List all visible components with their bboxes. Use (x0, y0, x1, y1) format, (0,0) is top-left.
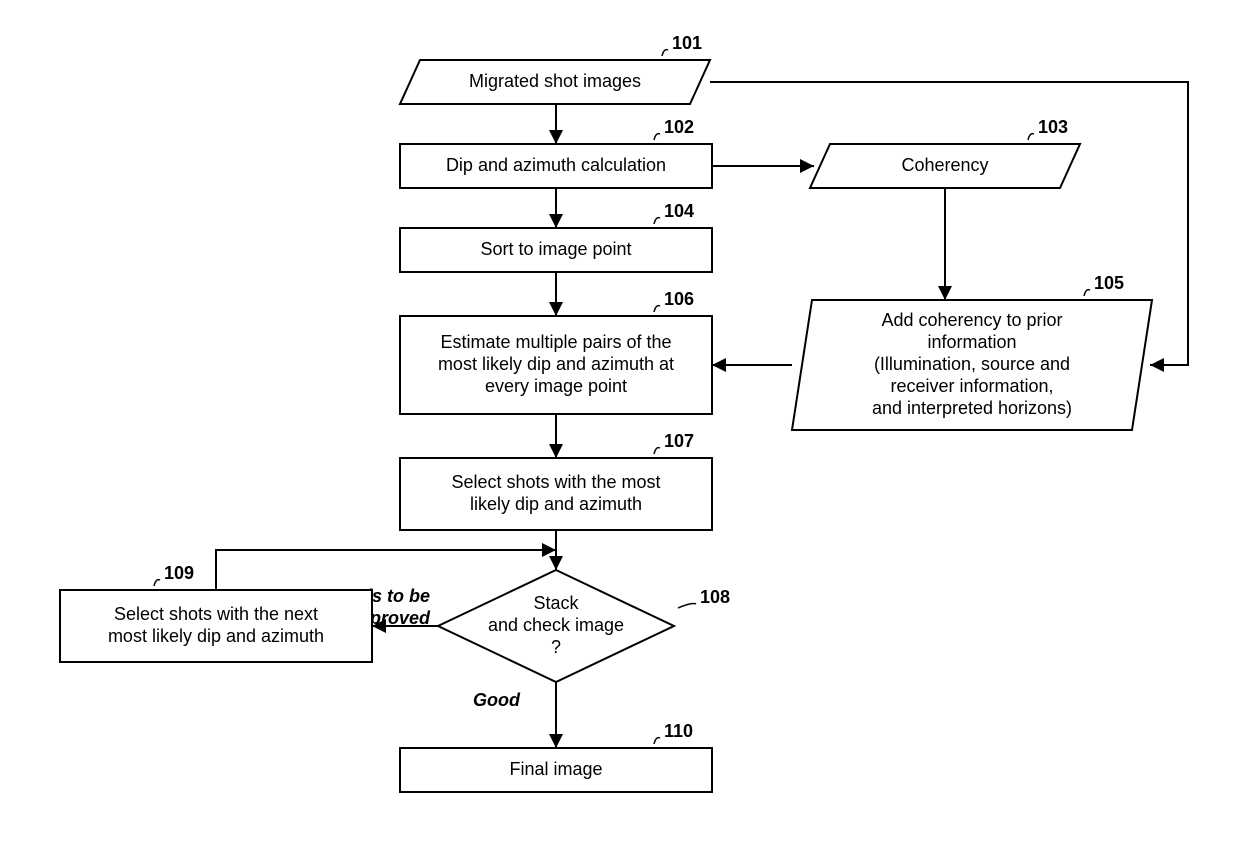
edge-e101-105-arrowhead-icon (1150, 358, 1164, 372)
node-105-refnum: 105 (1094, 273, 1124, 293)
edge-e101-102-arrowhead-icon (549, 130, 563, 144)
edge-e105-106-arrowhead-icon (712, 358, 726, 372)
node-109-refnum: 109 (164, 563, 194, 583)
node-101-label-line-0: Migrated shot images (469, 71, 641, 91)
node-102-ref-tick-icon (654, 134, 660, 140)
node-103-label-line-0: Coherency (901, 155, 988, 175)
node-103-ref-tick-icon (1028, 134, 1034, 140)
node-106-label-line-2: every image point (485, 376, 627, 396)
node-106-ref-tick-icon (654, 306, 660, 312)
edge-e106-107-arrowhead-icon (549, 444, 563, 458)
edge-e104-106-arrowhead-icon (549, 302, 563, 316)
node-105-label-line-2: (Illumination, source and (874, 354, 1070, 374)
node-105-label-line-1: information (927, 332, 1016, 352)
node-106-label-line-0: Estimate multiple pairs of the (440, 332, 671, 352)
node-109-ref-tick-icon (154, 580, 160, 586)
node-105-label-line-3: receiver information, (890, 376, 1053, 396)
node-107-refnum: 107 (664, 431, 694, 451)
node-108-refnum: 108 (700, 587, 730, 607)
node-108-label-line-1: and check image (488, 615, 624, 635)
edge-e109-107-arrowhead-icon (542, 543, 556, 557)
node-102-label-line-0: Dip and azimuth calculation (446, 155, 666, 175)
edge-e108-110-label: Good (473, 690, 521, 710)
flowchart-canvas: GoodNeeds to beimproved Migrated shot im… (0, 0, 1240, 866)
node-105-ref-tick-icon (1084, 290, 1090, 296)
edge-e108-110-arrowhead-icon (549, 734, 563, 748)
node-101-ref-tick-icon (662, 50, 668, 56)
edge-e109-107 (216, 550, 556, 590)
node-110-refnum: 110 (664, 721, 693, 741)
node-107-label-line-1: likely dip and azimuth (470, 494, 642, 514)
node-105-label-line-0: Add coherency to prior (881, 310, 1062, 330)
edge-e103-105-arrowhead-icon (938, 286, 952, 300)
node-109-label-line-1: most likely dip and azimuth (108, 626, 324, 646)
node-108-label-line-0: Stack (533, 593, 579, 613)
edge-e102-103-arrowhead-icon (800, 159, 814, 173)
node-105-label-line-4: and interpreted horizons) (872, 398, 1072, 418)
node-104-ref-tick-icon (654, 218, 660, 224)
node-103-refnum: 103 (1038, 117, 1068, 137)
node-107-ref-tick-icon (654, 448, 660, 454)
node-104-refnum: 104 (664, 201, 694, 221)
node-110-ref-tick-icon (654, 738, 660, 744)
node-108-label-line-2: ? (551, 637, 561, 657)
node-108-ref-tick-icon (678, 604, 696, 609)
node-107-label-line-0: Select shots with the most (451, 472, 660, 492)
edge-e107-108-arrowhead-icon (549, 556, 563, 570)
node-104-label-line-0: Sort to image point (480, 239, 631, 259)
node-101-refnum: 101 (672, 33, 702, 53)
node-110-label-line-0: Final image (509, 759, 602, 779)
node-102-refnum: 102 (664, 117, 694, 137)
node-106-label-line-1: most likely dip and azimuth at (438, 354, 674, 374)
edge-e102-104-arrowhead-icon (549, 214, 563, 228)
node-106-refnum: 106 (664, 289, 694, 309)
node-109-label-line-0: Select shots with the next (114, 604, 318, 624)
